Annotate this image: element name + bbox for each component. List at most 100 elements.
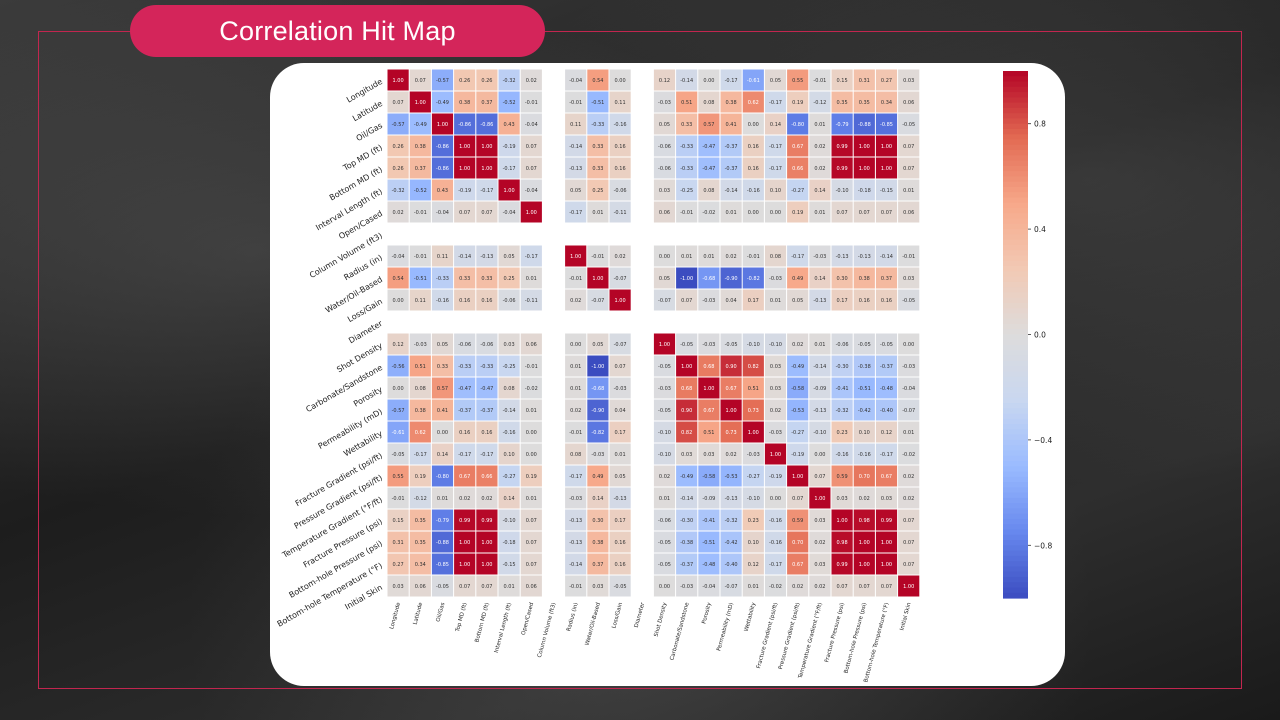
- cell-value-label: 0.11: [615, 100, 626, 106]
- column-label: Fracture Gradient (psi/ft): [756, 602, 779, 669]
- heatmap-cell: [764, 135, 787, 157]
- heatmap-cell: [720, 179, 742, 201]
- cell-value-label: 0.00: [770, 496, 781, 502]
- cell-value-label: -0.05: [902, 298, 915, 304]
- cell-value-label: 1.00: [859, 166, 870, 172]
- colorbar-segment: [1003, 92, 1028, 98]
- colorbar-segment: [1003, 397, 1028, 404]
- cell-value-label: 0.26: [459, 78, 470, 84]
- cell-value-label: 0.07: [526, 540, 537, 546]
- heatmap-cell: [698, 157, 720, 179]
- cell-value-label: 0.01: [659, 496, 670, 502]
- heatmap-cell: [454, 289, 476, 311]
- heatmap-cell: [809, 267, 831, 289]
- heatmap-cell: [787, 179, 809, 201]
- cell-value-label: 0.38: [859, 276, 870, 282]
- heatmap-cell: [787, 245, 809, 267]
- cell-value-label: 0.02: [903, 474, 914, 480]
- cell-value-label: 0.05: [770, 78, 781, 84]
- heatmap-cell: [431, 135, 454, 157]
- heatmap-cell: [831, 487, 853, 509]
- cell-value-label: 0.01: [814, 342, 825, 348]
- heatmap-cell: [498, 399, 520, 421]
- heatmap-cell: [565, 289, 587, 311]
- heatmap-cell: [698, 289, 720, 311]
- cell-value-label: 0.02: [726, 452, 737, 458]
- cell-value-label: -0.40: [880, 408, 893, 414]
- cell-value-label: -0.03: [747, 452, 760, 458]
- cell-value-label: 0.37: [415, 166, 426, 172]
- cell-value-label: 1.00: [459, 562, 470, 568]
- cell-value-label: 0.08: [770, 254, 781, 260]
- heatmap-cell: [742, 69, 764, 91]
- heatmap-cell: [742, 531, 764, 553]
- cell-value-label: -0.47: [458, 386, 471, 392]
- cell-value-label: 0.43: [437, 188, 448, 194]
- heatmap-cell: [520, 575, 542, 597]
- heatmap-cell: [653, 509, 676, 531]
- heatmap-cell: [787, 355, 809, 377]
- cell-value-label: 0.07: [481, 210, 492, 216]
- heatmap-cell: [831, 69, 853, 91]
- cell-value-label: -0.56: [392, 364, 405, 370]
- cell-value-label: -0.17: [769, 144, 782, 150]
- heatmap-cell: [498, 69, 520, 91]
- heatmap-cell: [742, 289, 764, 311]
- heatmap-cell: [409, 267, 431, 289]
- heatmap-cell: [898, 113, 920, 135]
- colorbar-tick-label: 0.0: [1034, 331, 1046, 340]
- cell-value-label: -0.10: [503, 518, 516, 524]
- cell-value-label: 0.07: [903, 166, 914, 172]
- heatmap-cell: [898, 465, 920, 487]
- cell-value-label: 0.01: [748, 584, 759, 590]
- cell-value-label: 0.37: [881, 276, 892, 282]
- colorbar-segment: [1003, 176, 1028, 183]
- heatmap-cell: [653, 443, 676, 465]
- heatmap-cell: [609, 157, 631, 179]
- cell-value-label: 0.01: [437, 496, 448, 502]
- colorbar-segment: [1003, 371, 1028, 378]
- heatmap-cell: [587, 245, 609, 267]
- cell-value-label: 0.26: [393, 144, 404, 150]
- heatmap-cell: [498, 267, 520, 289]
- heatmap-cell: [387, 135, 409, 157]
- heatmap-cell: [565, 553, 587, 575]
- cell-value-label: 0.07: [859, 584, 870, 590]
- heatmap-cell: [831, 553, 853, 575]
- heatmap-cell: [653, 289, 676, 311]
- cell-value-label: 0.05: [792, 298, 803, 304]
- cell-value-label: -0.14: [569, 144, 582, 150]
- cell-value-label: -0.04: [702, 584, 715, 590]
- cell-value-label: -0.27: [503, 474, 516, 480]
- cell-value-label: 0.67: [881, 474, 892, 480]
- heatmap-cell: [476, 245, 498, 267]
- heatmap-cell: [409, 465, 431, 487]
- heatmap-cell: [698, 91, 720, 113]
- cell-value-label: 0.06: [659, 210, 670, 216]
- heatmap-cell: [698, 333, 720, 355]
- cell-value-label: -0.25: [503, 364, 516, 370]
- cell-value-label: -0.16: [503, 430, 516, 436]
- heatmap-cell: [853, 575, 875, 597]
- heatmap-cell: [720, 333, 742, 355]
- cell-value-label: 0.00: [526, 452, 537, 458]
- cell-value-label: -0.09: [702, 496, 715, 502]
- heatmap-cell: [653, 135, 676, 157]
- cell-value-label: -0.53: [725, 474, 738, 480]
- heatmap-cell: [409, 113, 431, 135]
- cell-value-label: 0.33: [592, 144, 603, 150]
- cell-value-label: -0.33: [680, 144, 693, 150]
- cell-value-label: -0.01: [414, 254, 427, 260]
- heatmap-cell: [853, 531, 875, 553]
- cell-value-label: -0.49: [680, 474, 693, 480]
- heatmap-cell: [431, 91, 454, 113]
- cell-value-label: 0.03: [703, 452, 714, 458]
- heatmap-cell: [875, 91, 898, 113]
- cell-value-label: -0.53: [791, 408, 804, 414]
- heatmap-cell: [875, 575, 898, 597]
- heatmap-cell: [609, 135, 631, 157]
- colorbar-segment: [1003, 529, 1028, 536]
- colorbar-segment: [1003, 276, 1028, 283]
- cell-value-label: 0.57: [703, 122, 714, 128]
- cell-value-label: 1.00: [481, 540, 492, 546]
